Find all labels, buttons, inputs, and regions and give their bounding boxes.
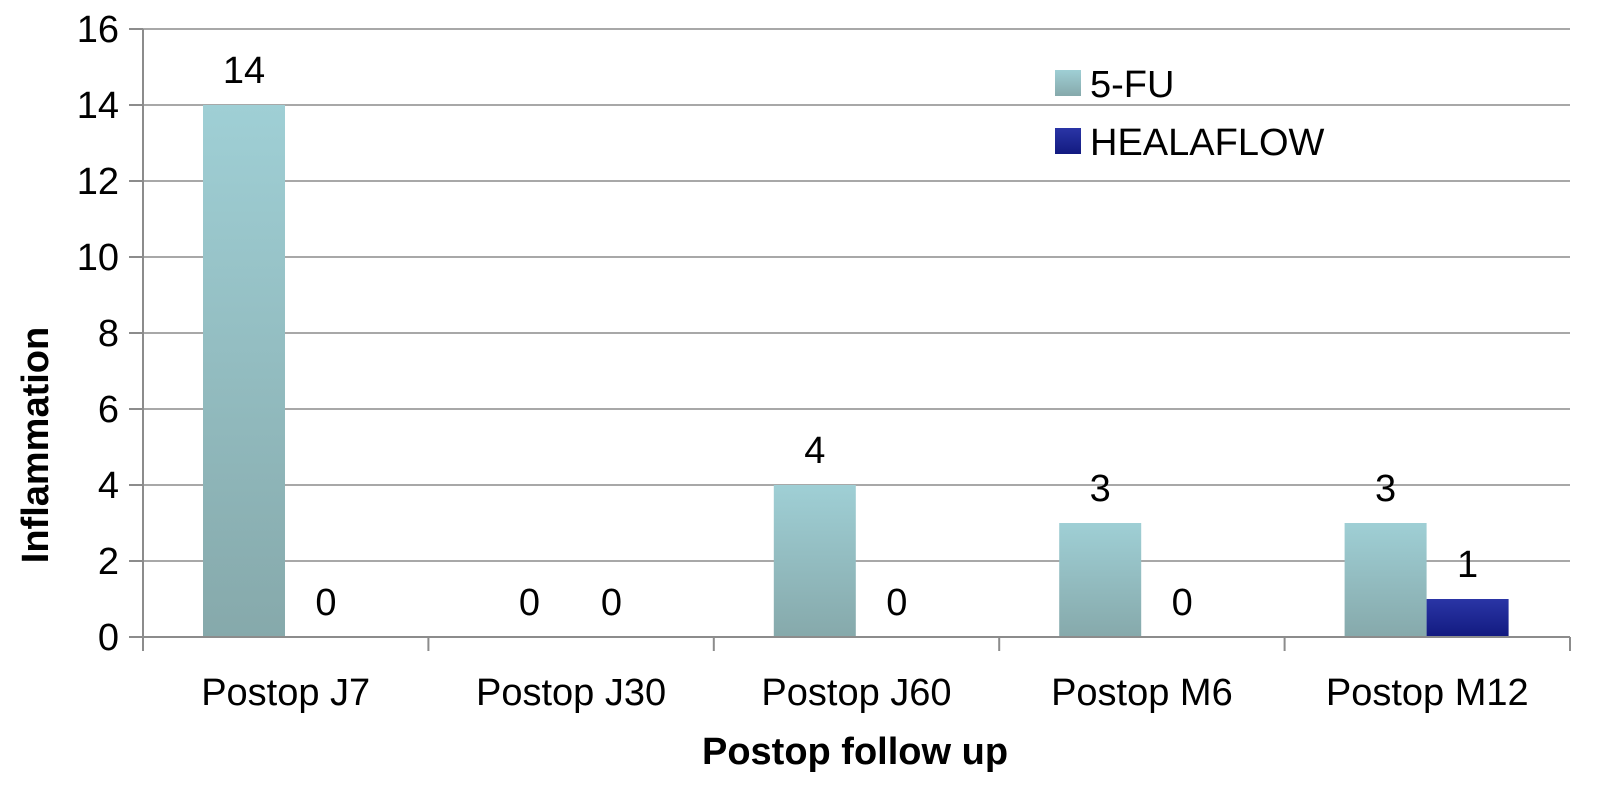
data-label: 3 — [1375, 468, 1396, 510]
y-tick-label: 14 — [77, 85, 119, 127]
legend-swatch — [1055, 128, 1081, 154]
x-tick-label: Postop M6 — [1051, 672, 1233, 714]
y-tick-label: 2 — [98, 541, 119, 583]
x-axis-title: Postop follow up — [702, 731, 1008, 773]
data-label: 4 — [804, 430, 825, 472]
data-label: 0 — [601, 582, 622, 624]
bar-5-fu — [203, 105, 285, 637]
x-tick-label: Postop M12 — [1326, 672, 1529, 714]
legend-label: HEALAFLOW — [1090, 122, 1325, 164]
data-label: 3 — [1090, 468, 1111, 510]
y-tick-label: 4 — [98, 465, 119, 507]
data-labels: 14 0 0 0 4 0 3 0 3 1 — [223, 50, 1478, 624]
y-tick-label: 16 — [77, 9, 119, 51]
bars — [203, 105, 1509, 637]
y-tick-label: 12 — [77, 161, 119, 203]
y-tick-label: 6 — [98, 389, 119, 431]
y-tick-label: 8 — [98, 313, 119, 355]
x-tick-label: Postop J60 — [761, 672, 951, 714]
data-label: 14 — [223, 50, 265, 92]
data-label: 0 — [886, 582, 907, 624]
y-axis-title: Inflammation — [15, 327, 57, 563]
legend: 5-FU HEALAFLOW — [1055, 64, 1325, 164]
bar-5-fu — [773, 485, 856, 637]
data-label: 1 — [1457, 544, 1478, 586]
legend-label: 5-FU — [1090, 64, 1174, 106]
y-tick-label: 10 — [77, 237, 119, 279]
data-label: 0 — [519, 582, 540, 624]
data-label: 0 — [315, 582, 336, 624]
y-tick-label: 0 — [98, 617, 119, 659]
bar-5-fu — [1059, 523, 1142, 637]
data-label: 0 — [1172, 582, 1193, 624]
bar-healaflow — [1426, 599, 1509, 637]
x-tick-label: Postop J30 — [476, 672, 666, 714]
legend-swatch — [1055, 70, 1081, 96]
x-tick-label: Postop J7 — [201, 672, 370, 714]
bar-5-fu — [1344, 523, 1427, 637]
gridlines — [143, 28, 1570, 562]
